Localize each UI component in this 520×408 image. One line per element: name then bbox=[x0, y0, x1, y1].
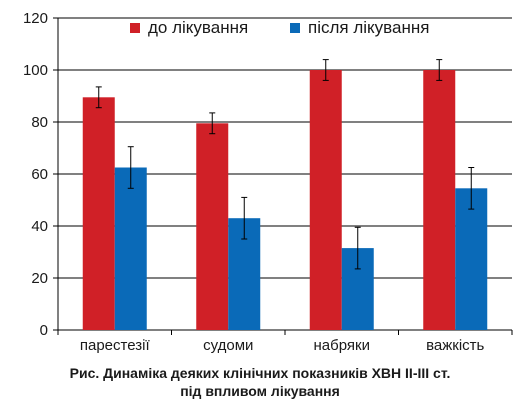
bar-chart: 0 20 40 60 80 100 120 парестезії судоми набряки в… bbox=[23, 10, 513, 354]
y-tick-label-100: 100 bbox=[23, 62, 48, 79]
y-tick-label-40: 40 bbox=[31, 218, 48, 235]
figure-caption: Рис. Динаміка деяких клінічних показникі… bbox=[0, 364, 520, 400]
y-tick-labels: 0 20 40 60 80 100 120 bbox=[23, 10, 48, 339]
x-category-label-0: парестезії bbox=[80, 337, 151, 354]
x-category-label-1: судоми bbox=[203, 337, 253, 354]
bar-series1-cat0 bbox=[114, 167, 147, 330]
bar-series0-cat1 bbox=[196, 123, 229, 330]
y-tick-label-120: 120 bbox=[23, 10, 48, 27]
x-category-labels: парестезії судоми набряки важкість bbox=[80, 337, 485, 354]
x-category-label-2: набряки bbox=[314, 337, 370, 354]
x-category-label-3: важкість bbox=[426, 337, 484, 354]
legend: до лікування після лікування bbox=[130, 18, 429, 37]
error-bars bbox=[95, 59, 475, 270]
legend-swatch-1 bbox=[290, 23, 300, 33]
y-tick-label-60: 60 bbox=[31, 166, 48, 183]
caption-line-1: Рис. Динаміка деяких клінічних показникі… bbox=[69, 365, 451, 381]
y-tick-label-0: 0 bbox=[40, 322, 48, 339]
y-tick-label-20: 20 bbox=[31, 270, 48, 287]
bar-series1-cat3 bbox=[455, 188, 488, 330]
legend-label-1: після лікування bbox=[308, 18, 429, 37]
bar-series0-cat0 bbox=[82, 97, 115, 330]
bars bbox=[82, 70, 488, 330]
legend-label-0: до лікування bbox=[148, 18, 248, 37]
y-tick-label-80: 80 bbox=[31, 114, 48, 131]
bar-series0-cat3 bbox=[423, 70, 456, 330]
legend-swatch-0 bbox=[130, 23, 140, 33]
bar-series0-cat2 bbox=[309, 70, 342, 330]
caption-line-2: під впливом лікування bbox=[180, 383, 340, 399]
